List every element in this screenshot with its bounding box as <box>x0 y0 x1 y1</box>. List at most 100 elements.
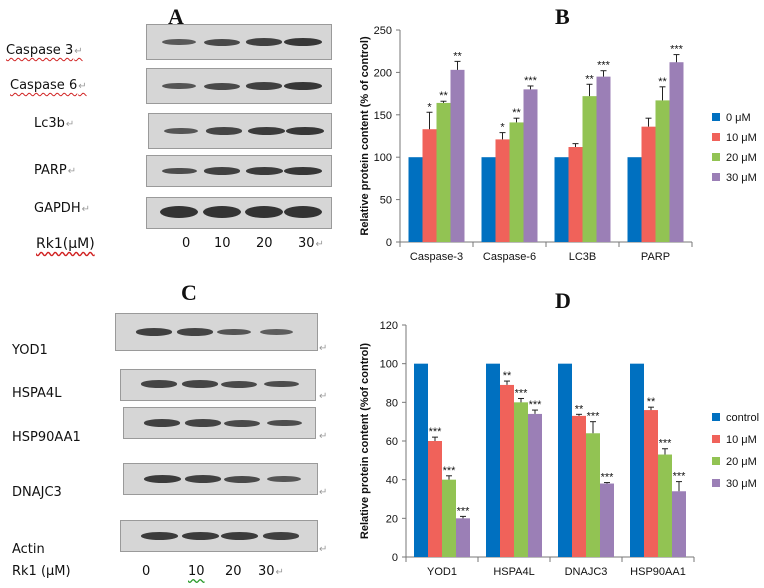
significance-label: *** <box>529 399 543 411</box>
legend-label: 30 μM <box>726 172 757 184</box>
blot-c-band <box>224 419 260 427</box>
bar <box>486 363 500 557</box>
bar <box>450 69 465 242</box>
bar <box>644 410 658 557</box>
blot-c-band <box>259 329 293 335</box>
significance-label: *** <box>524 75 538 87</box>
y-tick-label: 200 <box>374 67 392 79</box>
blot-c-dose-2: 20 <box>225 564 242 579</box>
return-icon: ↵ <box>319 431 328 442</box>
blot-a-label-2: Lc3b↵ <box>34 116 75 131</box>
y-tick-label: 0 <box>392 552 398 564</box>
bar <box>422 129 437 242</box>
blot-a-band <box>164 127 198 135</box>
blot-a-band <box>203 206 241 218</box>
x-tick-label: HSP90AA1 <box>630 566 686 578</box>
bar <box>514 402 528 557</box>
blot-a-dose-2: 20 <box>256 236 273 251</box>
blot-a-dose-3: 30↵ <box>298 236 324 251</box>
return-icon: ↵ <box>319 391 328 402</box>
y-tick-label: 150 <box>374 110 392 122</box>
y-axis-label: Relative protein content (% of control) <box>359 36 371 236</box>
bar <box>596 76 611 242</box>
bar <box>509 122 524 242</box>
blot-a-band <box>284 82 322 90</box>
blot-c-strip-2 <box>123 407 316 439</box>
significance-label: ** <box>512 107 521 119</box>
x-tick-label: HSPA4L <box>493 566 534 578</box>
bar <box>641 126 656 242</box>
y-tick-label: 40 <box>386 475 398 487</box>
significance-label: *** <box>515 387 529 399</box>
significance-label: *** <box>429 426 443 438</box>
bar <box>554 157 569 242</box>
blot-a-label-4: GAPDH↵ <box>34 201 90 216</box>
panel-letter-d: D <box>555 288 571 313</box>
blot-a-label-1: Caspase 6↵ <box>10 78 87 93</box>
return-icon: ↵ <box>319 487 328 498</box>
significance-label: ** <box>575 403 584 415</box>
legend-swatch <box>712 479 720 487</box>
blot-c-label-1: HSPA4L <box>12 386 62 401</box>
y-tick-label: 20 <box>386 513 398 525</box>
x-tick-label: Caspase-6 <box>483 251 536 263</box>
legend-label: 0 μM <box>726 112 751 124</box>
blot-a-dose-label: Rk1(μM) <box>36 236 95 252</box>
significance-label: *** <box>587 411 601 423</box>
blot-a-band <box>245 82 283 90</box>
blot-c-dose-label: Rk1 (μM) <box>12 564 71 579</box>
y-tick-label: 50 <box>380 195 392 207</box>
legend-label: 30 μM <box>726 478 757 490</box>
chart-panel-d: 0 20 40 60 80 100 120 YOD1 HSPA4L DNAJC3 HSP90AA1 R… <box>359 320 759 578</box>
bar <box>523 89 538 242</box>
legend-swatch <box>712 435 720 443</box>
significance-label: * <box>427 101 432 113</box>
x-tick-label: DNAJC3 <box>565 566 608 578</box>
blot-a-band <box>247 127 285 135</box>
blot-c-label-0: YOD1 <box>12 343 48 358</box>
bar <box>456 518 470 557</box>
blot-c-band <box>217 328 251 336</box>
blot-a-band <box>284 206 322 218</box>
y-tick-label: 250 <box>374 25 392 37</box>
blot-c-strip-4 <box>120 520 318 552</box>
return-icon: ↵ <box>319 544 328 555</box>
legend-swatch <box>712 153 720 161</box>
blot-a-strip-2 <box>148 113 332 149</box>
blot-a-band <box>161 167 197 175</box>
legend-swatch <box>712 457 720 465</box>
legend-swatch <box>712 413 720 421</box>
significance-label: *** <box>601 472 615 484</box>
bar <box>558 363 572 557</box>
blot-c-band <box>267 475 301 483</box>
blot-a-strip-4 <box>146 197 332 229</box>
significance-label: ** <box>658 76 667 88</box>
bar <box>572 415 586 557</box>
blot-c-dose-3: 30↵ <box>258 564 284 579</box>
blot-c-strip-1 <box>120 369 316 401</box>
significance-label: * <box>500 122 505 134</box>
legend-swatch <box>712 173 720 181</box>
x-tick-label: Caspase-3 <box>410 251 463 263</box>
blot-c-band <box>220 532 258 540</box>
legend-label: 10 μM <box>726 434 757 446</box>
blot-c-band <box>262 532 300 540</box>
blot-c-strip-3 <box>123 463 318 495</box>
blot-c-band <box>141 380 177 388</box>
bar <box>442 479 456 557</box>
blot-a-dose-1: 10 <box>214 236 231 251</box>
blot-c-band <box>263 380 299 388</box>
blot-c-band <box>140 532 178 540</box>
bar <box>627 157 642 242</box>
panel-letter-c: C <box>181 280 197 305</box>
significance-label: *** <box>457 505 471 517</box>
significance-label: ** <box>439 90 448 102</box>
blot-c-band <box>182 380 218 388</box>
x-tick-label: LC3B <box>569 251 597 263</box>
bar <box>528 413 542 557</box>
y-tick-label: 80 <box>386 397 398 409</box>
blot-a-label-3: PARP↵ <box>34 163 77 178</box>
bar <box>582 96 597 242</box>
blot-a-strip-0 <box>146 24 332 60</box>
significance-label: *** <box>443 465 457 477</box>
